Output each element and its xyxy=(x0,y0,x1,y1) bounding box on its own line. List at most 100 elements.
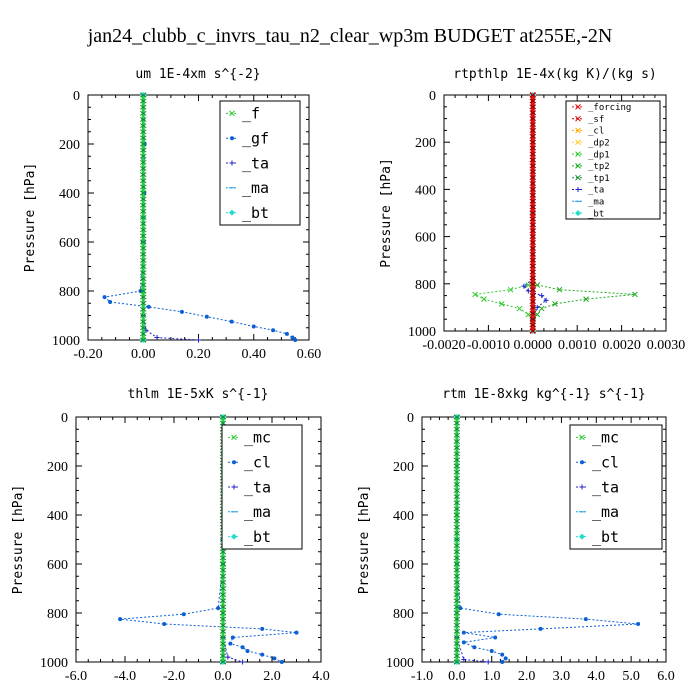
zero-level-marker xyxy=(453,518,461,524)
x-tick-label: 4.0 xyxy=(312,669,330,684)
x-marker xyxy=(583,296,589,302)
legend-label: _ma xyxy=(242,179,269,197)
y-axis-label: Pressure [hPa] xyxy=(11,485,26,595)
zero-level-marker xyxy=(139,245,147,251)
plus-marker xyxy=(539,293,545,299)
diamond-marker xyxy=(579,533,585,540)
zero-level-marker xyxy=(453,451,461,457)
zero-level-marker xyxy=(529,228,537,234)
dot-marker xyxy=(240,645,245,650)
x-marker xyxy=(507,286,514,293)
zero-level-marker xyxy=(453,537,461,542)
legend-label: _ma xyxy=(244,503,271,521)
legend-item-ta: _ta xyxy=(226,154,269,172)
diamond-marker xyxy=(575,210,581,217)
zero-level-marker xyxy=(453,573,461,579)
x-tick-label: -2.0 xyxy=(163,669,185,684)
legend: _forcing _sf _cl_dp2 _dp1 _tp2 _tp1 _ta_ma _bt xyxy=(565,100,661,220)
zero-level-marker xyxy=(139,221,147,227)
zero-level-marker xyxy=(529,310,537,316)
y-axis-label: Pressure [hPa] xyxy=(23,163,38,273)
zero-level-marker xyxy=(529,210,537,216)
zero-level-marker xyxy=(453,555,461,561)
zero-level-marker xyxy=(139,313,147,318)
zero-level-marker xyxy=(453,659,461,665)
diamond-marker xyxy=(231,533,237,540)
dot-marker xyxy=(260,652,265,657)
zero-level-marker xyxy=(139,239,147,245)
dot-marker xyxy=(230,635,235,640)
legend-label: _gf xyxy=(242,129,269,147)
dot-marker xyxy=(461,630,466,635)
plus-marker xyxy=(225,654,231,660)
zero-level-marker xyxy=(529,133,537,139)
panel-title: thlm 1E-5xK s^{-1} xyxy=(128,387,269,402)
zero-level-marker xyxy=(139,325,147,331)
y-tick-label: 600 xyxy=(47,558,68,573)
zero-level-marker xyxy=(219,414,227,420)
x-tick-label: -6.0 xyxy=(65,669,87,684)
plus-marker xyxy=(461,657,467,663)
legend-item-ma: _ma xyxy=(228,503,271,521)
zero-level-marker xyxy=(139,184,147,190)
zero-level-marker xyxy=(139,153,147,159)
dot-marker xyxy=(146,304,151,309)
y-tick-label: 800 xyxy=(47,607,68,622)
dot-marker xyxy=(290,335,295,340)
zero-level-marker xyxy=(453,432,461,438)
zero-level-marker xyxy=(453,641,461,647)
zero-level-marker xyxy=(219,579,227,585)
zero-column xyxy=(529,92,537,334)
zero-level-marker xyxy=(139,208,147,214)
legend-label: _bt xyxy=(242,204,269,222)
zero-level-marker xyxy=(139,294,147,300)
dot-marker xyxy=(229,319,234,324)
zero-level-marker xyxy=(453,524,461,530)
zero-level-marker xyxy=(529,263,537,269)
x-marker xyxy=(525,282,532,288)
legend-label: _tp1 xyxy=(588,174,610,184)
zero-level-marker xyxy=(529,169,537,175)
x-marker xyxy=(229,110,235,117)
dot-marker xyxy=(228,641,233,646)
plus-marker xyxy=(154,335,160,341)
dot-marker xyxy=(472,645,477,650)
legend-item-bt: _bt xyxy=(572,209,604,219)
zero-level-marker xyxy=(453,549,461,555)
legend-item-dp2: _dp2 xyxy=(572,138,610,148)
dot-marker xyxy=(108,300,113,305)
zero-level-marker xyxy=(529,316,537,322)
zero-level-marker xyxy=(529,299,537,304)
zero-level-marker xyxy=(453,469,461,475)
y-tick-label: 800 xyxy=(415,278,436,293)
dot-marker xyxy=(204,314,209,319)
zero-level-marker xyxy=(453,494,461,500)
x-tick-label: 5.0 xyxy=(622,669,640,684)
zero-level-marker xyxy=(529,122,537,127)
zero-level-marker xyxy=(529,287,537,293)
zero-level-marker xyxy=(139,331,147,337)
zero-level-marker xyxy=(453,414,461,420)
x-tick-label: 0.00 xyxy=(131,347,156,362)
y-tick-label: 1000 xyxy=(40,656,68,671)
y-tick-label: 0 xyxy=(73,89,80,104)
series-line xyxy=(473,95,534,331)
zero-level-marker xyxy=(139,257,147,263)
zero-level-marker xyxy=(529,222,537,228)
zero-level-marker xyxy=(453,475,461,481)
legend: _mc _cl _ta _ma _bt xyxy=(221,424,303,550)
legend: _mc _cl _ta _ma _bt xyxy=(569,424,663,550)
y-tick-label: 1000 xyxy=(52,334,80,349)
zero-level-marker xyxy=(219,622,227,628)
plus-marker xyxy=(543,297,549,303)
plus-marker xyxy=(485,659,491,665)
legend-label: _ma xyxy=(588,197,604,207)
x-marker xyxy=(538,305,545,312)
zero-column xyxy=(453,414,461,665)
zero-level-marker xyxy=(529,139,537,145)
zero-level-marker xyxy=(529,181,537,186)
x-marker xyxy=(534,282,541,288)
zero-level-marker xyxy=(529,204,537,210)
dot-marker xyxy=(102,295,107,300)
x-tick-label: 0.60 xyxy=(297,347,322,362)
